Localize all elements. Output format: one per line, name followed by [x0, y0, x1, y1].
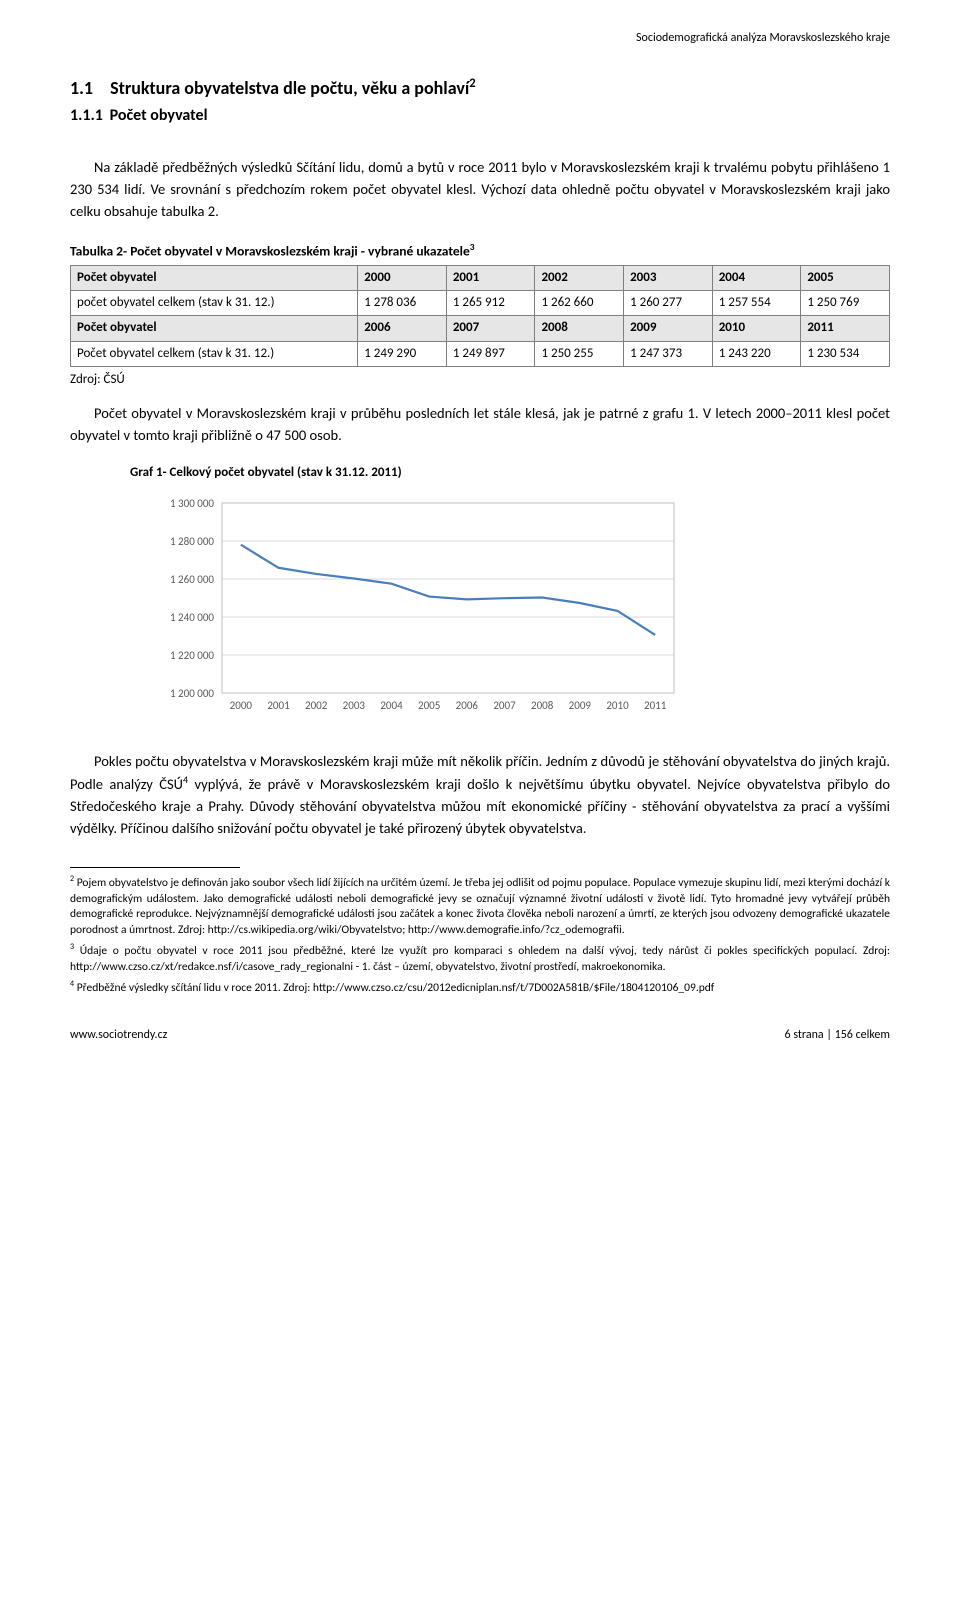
table-cell: 1 278 036: [358, 291, 447, 316]
table-header-year: 2008: [535, 316, 624, 341]
footnote-4-text: Předběžné výsledky sčítání lidu v roce 2…: [77, 981, 715, 995]
table-header-year: 2000: [358, 266, 447, 291]
svg-text:2011: 2011: [644, 699, 667, 712]
table-cell-label: počet obyvatel celkem (stav k 31. 12.): [71, 291, 358, 316]
footnote-3: 3 Údaje o počtu obyvatel v roce 2011 jso…: [70, 942, 890, 975]
svg-text:2002: 2002: [305, 699, 328, 712]
footnote-2-text: Pojem obyvatelstvo je definován jako sou…: [70, 876, 890, 937]
footnote-separator: [70, 867, 240, 868]
table-row: Počet obyvatel celkem (stav k 31. 12.) 1…: [71, 341, 890, 366]
table-header-year: 2002: [535, 266, 624, 291]
svg-text:1 260 000: 1 260 000: [170, 573, 214, 586]
paragraph-1: Na základě předběžných výsledků Sčítání …: [70, 157, 890, 222]
table-cell: 1 249 897: [446, 341, 535, 366]
footnote-3-text: Údaje o počtu obyvatel v roce 2011 jsou …: [70, 944, 890, 974]
page-footer: www.sociotrendy.cz 6 strana | 156 celkem: [70, 1027, 890, 1044]
paragraph-3b: vyplývá, že právě v Moravskoslezském kra…: [70, 775, 890, 837]
table-cell-label: Počet obyvatel celkem (stav k 31. 12.): [71, 341, 358, 366]
svg-text:1 200 000: 1 200 000: [170, 687, 214, 700]
svg-text:1 220 000: 1 220 000: [170, 649, 214, 662]
chart-1-svg: 1 200 000 1 220 000 1 240 000 1 260 000 1 28…: [130, 491, 690, 731]
svg-text:2007: 2007: [493, 699, 516, 712]
table-cell: 1 243 220: [712, 341, 801, 366]
svg-text:2008: 2008: [531, 699, 554, 712]
paragraph-2: Počet obyvatel v Moravskoslezském kraji …: [70, 403, 890, 447]
table-header-year: 2003: [624, 266, 713, 291]
table-header-year: 2010: [712, 316, 801, 341]
footer-left: www.sociotrendy.cz: [70, 1027, 167, 1044]
table-row: Počet obyvatel 2006 2007 2008 2009 2010 …: [71, 316, 890, 341]
table-row: počet obyvatel celkem (stav k 31. 12.) 1…: [71, 291, 890, 316]
svg-text:2006: 2006: [456, 699, 479, 712]
section-title-sup: 2: [469, 76, 475, 91]
table-2-caption: Tabulka 2- Počet obyvatel v Moravskoslez…: [70, 241, 890, 261]
table-cell: 1 265 912: [446, 291, 535, 316]
table-row: Počet obyvatel 2000 2001 2002 2003 2004 …: [71, 266, 890, 291]
section-number: 1.1: [70, 76, 106, 101]
table-header-label: Počet obyvatel: [71, 266, 358, 291]
table-cell: 1 250 769: [801, 291, 890, 316]
section-heading: 1.1 Struktura obyvatelstva dle počtu, vě…: [70, 75, 890, 101]
table-header-year: 2006: [358, 316, 447, 341]
table-header-label: Počet obyvatel: [71, 316, 358, 341]
footnote-4: 4 Předběžné výsledky sčítání lidu v roce…: [70, 979, 890, 996]
svg-text:2009: 2009: [569, 699, 592, 712]
table-cell: 1 247 373: [624, 341, 713, 366]
section-title-text: Struktura obyvatelstva dle počtu, věku a…: [110, 77, 469, 99]
svg-text:2000: 2000: [230, 699, 253, 712]
subsection-title-text: Počet obyvatel: [110, 106, 208, 125]
subsection-heading: 1.1.1 Počet obyvatel: [70, 105, 890, 127]
svg-text:2010: 2010: [606, 699, 629, 712]
table-header-year: 2009: [624, 316, 713, 341]
svg-text:1 240 000: 1 240 000: [170, 611, 214, 624]
svg-text:1 280 000: 1 280 000: [170, 535, 214, 548]
table-header-year: 2004: [712, 266, 801, 291]
table-cell: 1 262 660: [535, 291, 624, 316]
footer-right: 6 strana | 156 celkem: [785, 1027, 890, 1044]
table-2: Počet obyvatel 2000 2001 2002 2003 2004 …: [70, 265, 890, 367]
chart-1: 1 200 000 1 220 000 1 240 000 1 260 000 1 28…: [130, 491, 890, 731]
svg-text:2004: 2004: [380, 699, 403, 712]
page-header-right: Sociodemografická analýza Moravskoslezsk…: [70, 30, 890, 47]
svg-text:2003: 2003: [343, 699, 366, 712]
table-cell: 1 230 534: [801, 341, 890, 366]
chart-1-caption: Graf 1- Celkový počet obyvatel (stav k 3…: [130, 464, 890, 482]
table-cell: 1 249 290: [358, 341, 447, 366]
table-cell: 1 250 255: [535, 341, 624, 366]
footnote-2: 2 Pojem obyvatelstvo je definován jako s…: [70, 874, 890, 938]
table-header-year: 2005: [801, 266, 890, 291]
table-2-caption-text: Tabulka 2- Počet obyvatel v Moravskoslez…: [70, 242, 470, 259]
paragraph-3: Pokles počtu obyvatelstva v Moravskoslez…: [70, 751, 890, 840]
svg-text:1 300 000: 1 300 000: [170, 497, 214, 510]
svg-text:2001: 2001: [267, 699, 290, 712]
table-2-caption-sup: 3: [470, 241, 475, 253]
table-cell: 1 257 554: [712, 291, 801, 316]
table-2-source: Zdroj: ČSÚ: [70, 371, 890, 389]
table-cell: 1 260 277: [624, 291, 713, 316]
table-header-year: 2001: [446, 266, 535, 291]
table-header-year: 2011: [801, 316, 890, 341]
subsection-number: 1.1.1: [70, 105, 106, 127]
svg-text:2005: 2005: [418, 699, 440, 712]
table-header-year: 2007: [446, 316, 535, 341]
